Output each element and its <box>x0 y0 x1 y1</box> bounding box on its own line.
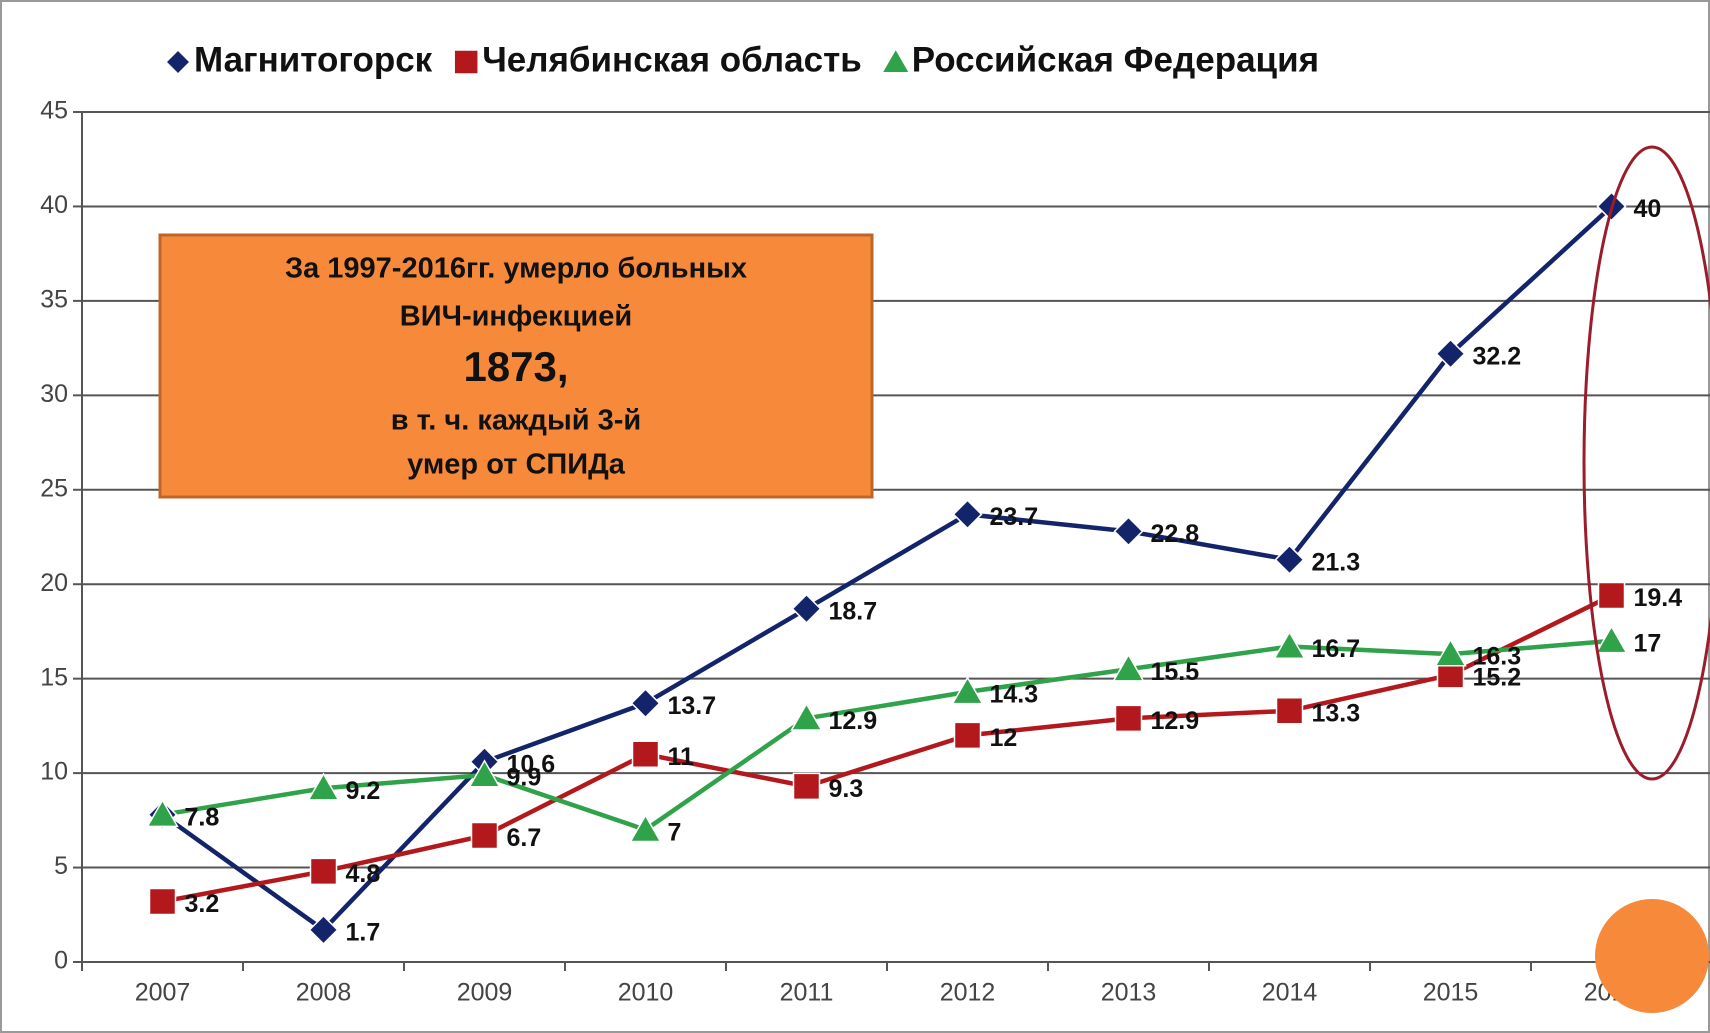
marker <box>148 887 177 916</box>
marker <box>792 772 821 801</box>
legend-label: Российская Федерация <box>912 40 1319 79</box>
data-label: 7 <box>668 818 682 846</box>
annotation: За 1997-2016гг. умерло больных ВИЧ-инфекц… <box>158 233 874 499</box>
y-tick-label: 45 <box>40 97 68 125</box>
marker <box>1274 544 1305 575</box>
marker <box>953 721 982 750</box>
data-label: 9.9 <box>507 764 542 792</box>
y-tick-label: 40 <box>40 191 68 219</box>
y-tick-label: 35 <box>40 285 68 313</box>
marker <box>1114 704 1143 733</box>
data-label: 4.8 <box>346 860 381 888</box>
data-label: 12.9 <box>829 707 878 735</box>
x-tick-label: 2008 <box>296 979 352 1007</box>
data-label: 22.8 <box>1151 520 1200 548</box>
data-label: 23.7 <box>990 503 1039 531</box>
data-label: 11 <box>668 743 695 771</box>
marker <box>1597 581 1626 610</box>
marker <box>308 914 339 945</box>
y-tick-label: 15 <box>40 663 68 691</box>
marker <box>1435 338 1466 369</box>
y-tick-label: 0 <box>54 947 68 975</box>
data-label: 15.5 <box>1151 658 1200 686</box>
series-line <box>162 638 1612 833</box>
data-label: 7.8 <box>185 803 220 831</box>
marker <box>1273 630 1306 660</box>
annotation-box <box>158 233 874 499</box>
data-label: 40 <box>1634 195 1662 223</box>
annotation-text: За 1997-2016гг. умерло больных <box>285 253 747 285</box>
legend-label: Магнитогорск <box>194 40 433 79</box>
data-label: 12.9 <box>1151 707 1200 735</box>
grid: 0 5 10 15 20 25 30 35 40 45 2007 2008 2009 2010 2011 20… <box>40 97 1710 1007</box>
marker <box>470 821 499 850</box>
data-label: 17 <box>1634 629 1662 657</box>
data-label: 18.7 <box>829 597 878 625</box>
marker <box>1275 697 1304 725</box>
annotation-text: в т. ч. каждый 3-й <box>391 405 641 437</box>
x-tick-label: 2007 <box>135 979 191 1007</box>
data-label: 7.8 <box>185 803 220 831</box>
marker <box>1434 638 1467 667</box>
marker <box>146 798 179 828</box>
data-label: 32.2 <box>1473 342 1522 370</box>
marker <box>164 48 192 76</box>
annotation-text: 1873, <box>463 343 568 390</box>
annotation-text: ВИЧ-инфекцией <box>400 301 632 333</box>
series-lines: 7.8 1.7 10.6 13.7 18.7 23.7 22.8 21.3 32.2 40 3.2 4… <box>146 191 1683 946</box>
legend-label: Челябинская область <box>482 40 862 79</box>
data-label: 3.2 <box>185 890 220 918</box>
data-label: 16.3 <box>1473 643 1522 671</box>
data-label: 9.2 <box>346 777 381 805</box>
x-tick-label: 2013 <box>1101 979 1157 1007</box>
marker <box>631 740 660 768</box>
x-tick-label: 2011 <box>780 979 834 1007</box>
marker <box>1112 653 1145 682</box>
data-label: 13.7 <box>668 692 717 720</box>
marker <box>1113 516 1144 547</box>
data-label: 1.7 <box>346 918 381 946</box>
data-label: 10.6 <box>507 750 556 778</box>
highlight-ellipse <box>1582 145 1710 781</box>
data-label: 14.3 <box>990 680 1039 708</box>
x-tick-label: 2015 <box>1423 979 1479 1007</box>
y-tick-label: 25 <box>40 474 68 502</box>
marker <box>309 857 338 886</box>
data-label: 12 <box>990 724 1018 752</box>
legend: Магнитогорск Челябинская область Российска… <box>164 40 1319 79</box>
marker <box>952 499 983 530</box>
y-tick-label: 10 <box>40 758 68 786</box>
marker <box>791 593 822 624</box>
data-label: 6.7 <box>507 824 542 852</box>
marker <box>790 702 823 731</box>
x-tick-label: 2010 <box>618 979 674 1007</box>
annotation-text: умер от СПИДа <box>407 449 626 481</box>
y-tick-label: 30 <box>40 380 68 408</box>
data-label: 19.4 <box>1634 584 1683 612</box>
marker <box>468 759 501 788</box>
data-label: 16.7 <box>1312 635 1361 663</box>
y-tick-label: 5 <box>54 852 68 880</box>
x-tick-label: 2012 <box>940 979 996 1007</box>
marker <box>307 772 340 801</box>
marker <box>880 47 911 74</box>
x-tick-label: 2009 <box>457 979 513 1007</box>
data-label: 9.3 <box>829 775 864 803</box>
marker <box>1595 625 1628 654</box>
y-tick-label: 20 <box>40 569 68 597</box>
decor-circle <box>1595 899 1709 1013</box>
series-line <box>162 593 1613 904</box>
data-label: 13.3 <box>1312 699 1361 727</box>
data-label: 21.3 <box>1312 548 1361 576</box>
marker <box>629 813 662 843</box>
series-line <box>161 204 1614 933</box>
marker <box>630 688 661 719</box>
marker <box>951 676 984 705</box>
marker <box>453 49 479 75</box>
data-label: 15.2 <box>1473 663 1522 691</box>
x-tick-label: 2014 <box>1262 979 1318 1007</box>
